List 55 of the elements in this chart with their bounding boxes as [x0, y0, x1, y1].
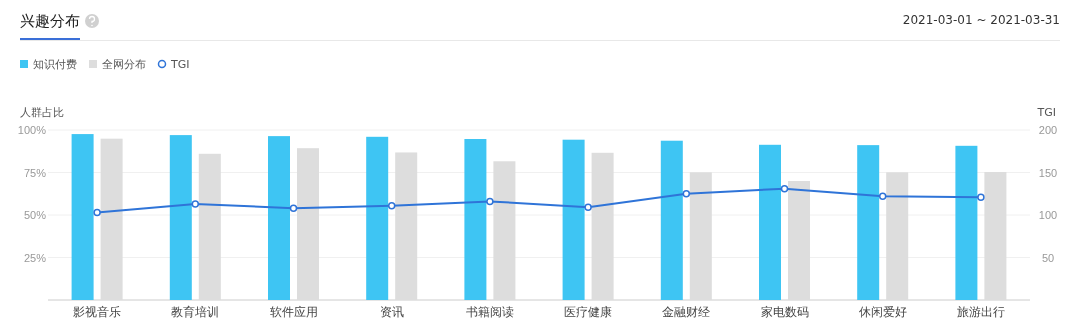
point: [191, 200, 200, 208]
x-tick-label: 医疗健康: [564, 305, 613, 320]
bar: [71, 134, 94, 300]
y2-tick-label: 50: [1041, 251, 1055, 264]
y2-tick-label: 150: [1038, 166, 1058, 179]
point: [682, 190, 691, 198]
x-tick-label: 休闲爱好: [858, 305, 907, 320]
bar: [297, 148, 319, 300]
y-tick-label: 25%: [23, 251, 47, 264]
y2-tick-label: 200: [1038, 124, 1058, 137]
y-tick-label: 50%: [23, 209, 47, 222]
chart-title: 兴趣分布: [20, 12, 80, 30]
point: [387, 201, 396, 210]
bar: [198, 153, 221, 300]
y-tick-label: 75%: [23, 166, 47, 179]
bar: [955, 145, 978, 300]
x-tick-label: 影视音乐: [73, 305, 122, 320]
bar: [759, 144, 781, 300]
x-tick-label: 软件应用: [269, 305, 318, 320]
x-tick-label: 教育培训: [171, 305, 220, 320]
point: [584, 203, 592, 212]
x-tick-label: 书籍阅读: [465, 305, 514, 320]
legend-label: 全网分布: [102, 58, 146, 71]
legend-label: 知识付费: [33, 58, 77, 71]
bar: [857, 145, 880, 300]
bar: [268, 136, 290, 300]
legend-label: TGI: [170, 58, 190, 71]
bar: [100, 138, 123, 300]
point: [289, 204, 298, 212]
chart-subtitle: 2021-03-01 ~ 2021-03-31: [902, 13, 1060, 27]
x-tick-label: 金融财经: [662, 305, 711, 320]
point: [780, 184, 789, 193]
bar: [984, 171, 1007, 300]
bar: [788, 181, 810, 300]
bar: [169, 135, 192, 300]
point: [486, 197, 494, 206]
bar: [493, 161, 516, 300]
bar: [395, 152, 418, 300]
bar: [591, 152, 614, 300]
bar: [366, 136, 389, 300]
bar: [660, 140, 683, 300]
bar: [562, 139, 585, 300]
x-tick-label: 家电数码: [760, 305, 809, 320]
bar: [464, 139, 487, 300]
x-tick-label: 资讯: [379, 305, 404, 320]
bar: [689, 172, 712, 300]
x-tick-label: 旅游出行: [956, 305, 1005, 320]
y2-tick-label: 100: [1038, 209, 1058, 222]
bar: [886, 172, 909, 300]
y-axis-title: 人群占比: [20, 106, 64, 119]
point: [977, 193, 985, 201]
y2-axis-title: TGI: [1036, 106, 1056, 119]
point: [93, 208, 101, 217]
point: [878, 192, 887, 201]
y-tick-label: 100%: [17, 124, 47, 137]
